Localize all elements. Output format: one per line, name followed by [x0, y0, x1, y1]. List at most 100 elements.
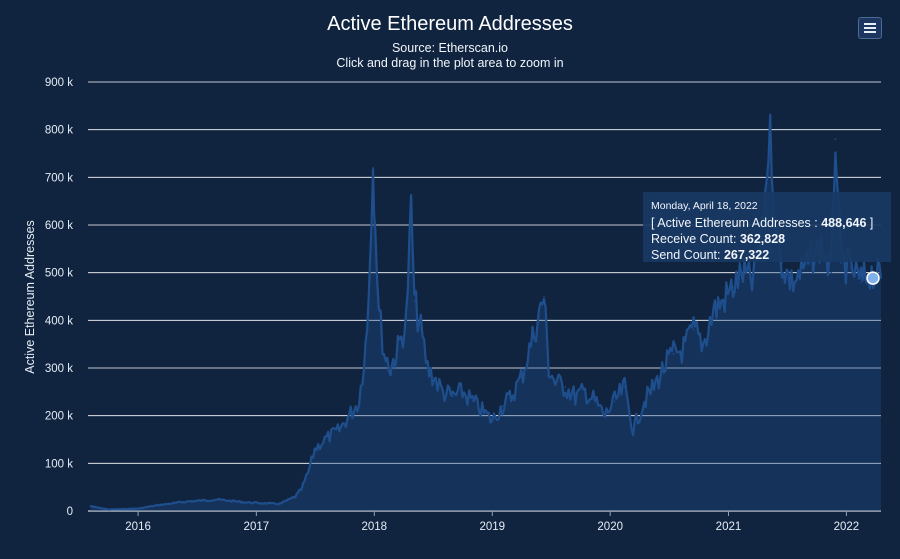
data-point [632, 429, 634, 431]
data-point [442, 391, 444, 393]
data-point [186, 500, 188, 503]
x-tick-label: 2021 [716, 521, 742, 533]
data-point [830, 271, 832, 274]
x-tick-label: 2019 [479, 521, 505, 533]
data-point [452, 395, 454, 398]
data-point [880, 277, 882, 279]
data-point [397, 348, 399, 350]
data-point [800, 271, 803, 274]
data-point [548, 367, 550, 369]
data-point [672, 352, 675, 355]
tooltip-series-row: [ Active Ethereum Addresses : 488,646 ] [651, 216, 874, 230]
data-point [653, 386, 655, 388]
x-tick-label: 2020 [597, 521, 623, 533]
data-point [751, 281, 753, 284]
x-tick-label: 2016 [125, 521, 151, 533]
data-point [603, 414, 606, 417]
y-tick-label: 200 k [45, 411, 73, 423]
series-area [90, 114, 882, 511]
tooltip: Monday, April 18, 2022 [ Active Ethereum… [643, 192, 891, 262]
data-point [850, 267, 852, 269]
data-point [742, 271, 744, 274]
data-point [663, 367, 665, 369]
data-point [471, 400, 474, 403]
y-tick-label: 500 k [45, 268, 73, 280]
data-point [314, 448, 316, 450]
chart-title: Active Ethereum Addresses [327, 13, 573, 35]
data-point [410, 205, 412, 207]
data-point [554, 381, 557, 384]
data-point [722, 300, 724, 303]
y-axis-title: Active Ethereum Addresses [23, 220, 37, 374]
data-point [543, 295, 545, 298]
tooltip-receive-value: 362,828 [739, 232, 786, 246]
data-point [389, 367, 392, 369]
data-point [156, 504, 159, 507]
data-point [137, 507, 139, 510]
data-point [732, 286, 734, 288]
data-point [245, 501, 248, 504]
data-point [294, 495, 296, 498]
data-point [265, 502, 268, 505]
data-point [307, 472, 309, 474]
chart-subtitle-hint: Click and drag in the plot area to zoom … [336, 56, 564, 70]
data-point [426, 367, 429, 369]
x-tick-label: 2017 [244, 521, 270, 533]
data-point [358, 400, 360, 403]
data-point [433, 376, 435, 379]
data-point [501, 405, 504, 407]
y-tick-label: 100 k [45, 458, 73, 470]
data-point [510, 395, 513, 398]
data-point [769, 128, 771, 131]
tooltip-date: Monday, April 18, 2022 [651, 200, 758, 212]
data-point [682, 348, 685, 350]
data-point [338, 429, 341, 431]
data-point [840, 262, 842, 264]
data-point [834, 138, 837, 140]
data-point [374, 224, 377, 226]
tooltip-send-row: Send Count: 267,322 [651, 248, 770, 262]
tooltip-series-value: 488,646 [821, 216, 867, 230]
y-tick-label: 800 k [45, 125, 73, 137]
data-point [413, 300, 416, 303]
y-tick-label: 700 k [45, 172, 73, 184]
data-point [860, 281, 862, 284]
data-point [702, 343, 705, 346]
data-point [584, 391, 586, 393]
x-tick-label: 2018 [362, 521, 388, 533]
data-point [594, 400, 596, 403]
data-point [405, 319, 408, 322]
data-point [520, 376, 523, 379]
data-point [279, 503, 281, 505]
data-point [461, 391, 464, 393]
data-point [574, 395, 577, 398]
hamburger-menu-icon[interactable] [858, 17, 882, 39]
chart-subtitle-source: Source: Etherscan.io [391, 41, 509, 55]
data-point [530, 343, 532, 346]
data-point [491, 419, 494, 422]
data-point [366, 329, 369, 331]
data-point [107, 508, 110, 511]
data-point [623, 386, 626, 388]
data-point [420, 329, 422, 331]
data-point [324, 438, 326, 441]
data-point [89, 505, 92, 508]
data-point [692, 329, 695, 331]
data-point [481, 410, 484, 412]
x-tick-label: 2022 [834, 521, 860, 533]
data-point [383, 352, 386, 355]
y-tick-label: 600 k [45, 220, 73, 232]
data-point [378, 310, 380, 312]
data-point [216, 498, 218, 501]
data-point [300, 488, 303, 491]
tooltip-receive-row: Receive Count: 362,828 [651, 232, 786, 246]
data-point [712, 310, 715, 312]
data-point [372, 167, 374, 169]
tooltip-send-value: 267,322 [723, 248, 770, 262]
data-point [643, 400, 645, 403]
hover-point-marker[interactable] [866, 271, 880, 285]
y-tick-label: 400 k [45, 315, 73, 327]
data-point [781, 262, 783, 264]
y-tick-label: 0 [67, 506, 73, 518]
